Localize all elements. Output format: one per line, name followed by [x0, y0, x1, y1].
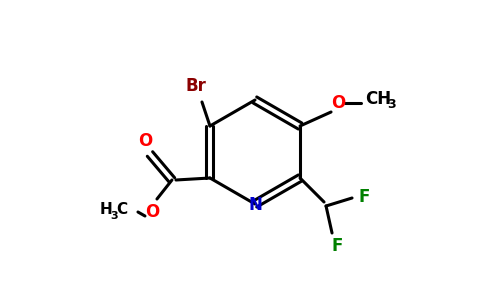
Text: O: O: [331, 94, 345, 112]
Text: O: O: [145, 203, 159, 221]
Text: F: F: [358, 188, 370, 206]
Text: C: C: [117, 202, 127, 217]
Text: 3: 3: [110, 211, 118, 221]
Text: F: F: [332, 237, 343, 255]
Text: CH: CH: [365, 90, 391, 108]
Text: 3: 3: [387, 98, 395, 112]
Text: Br: Br: [185, 77, 206, 95]
Text: N: N: [248, 196, 262, 214]
Text: O: O: [138, 132, 152, 150]
Text: H: H: [100, 202, 112, 217]
